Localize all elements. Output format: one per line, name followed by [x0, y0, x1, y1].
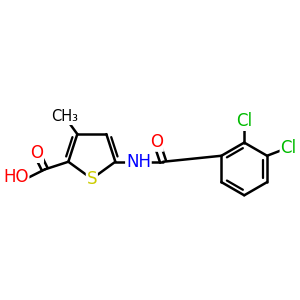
Text: Cl: Cl [236, 112, 252, 130]
Text: Cl: Cl [280, 139, 296, 157]
Text: NH: NH [126, 153, 151, 171]
Text: S: S [87, 170, 97, 188]
Text: O: O [30, 144, 43, 162]
Text: CH₃: CH₃ [51, 109, 78, 124]
Text: O: O [150, 133, 163, 151]
Text: HO: HO [3, 169, 29, 187]
